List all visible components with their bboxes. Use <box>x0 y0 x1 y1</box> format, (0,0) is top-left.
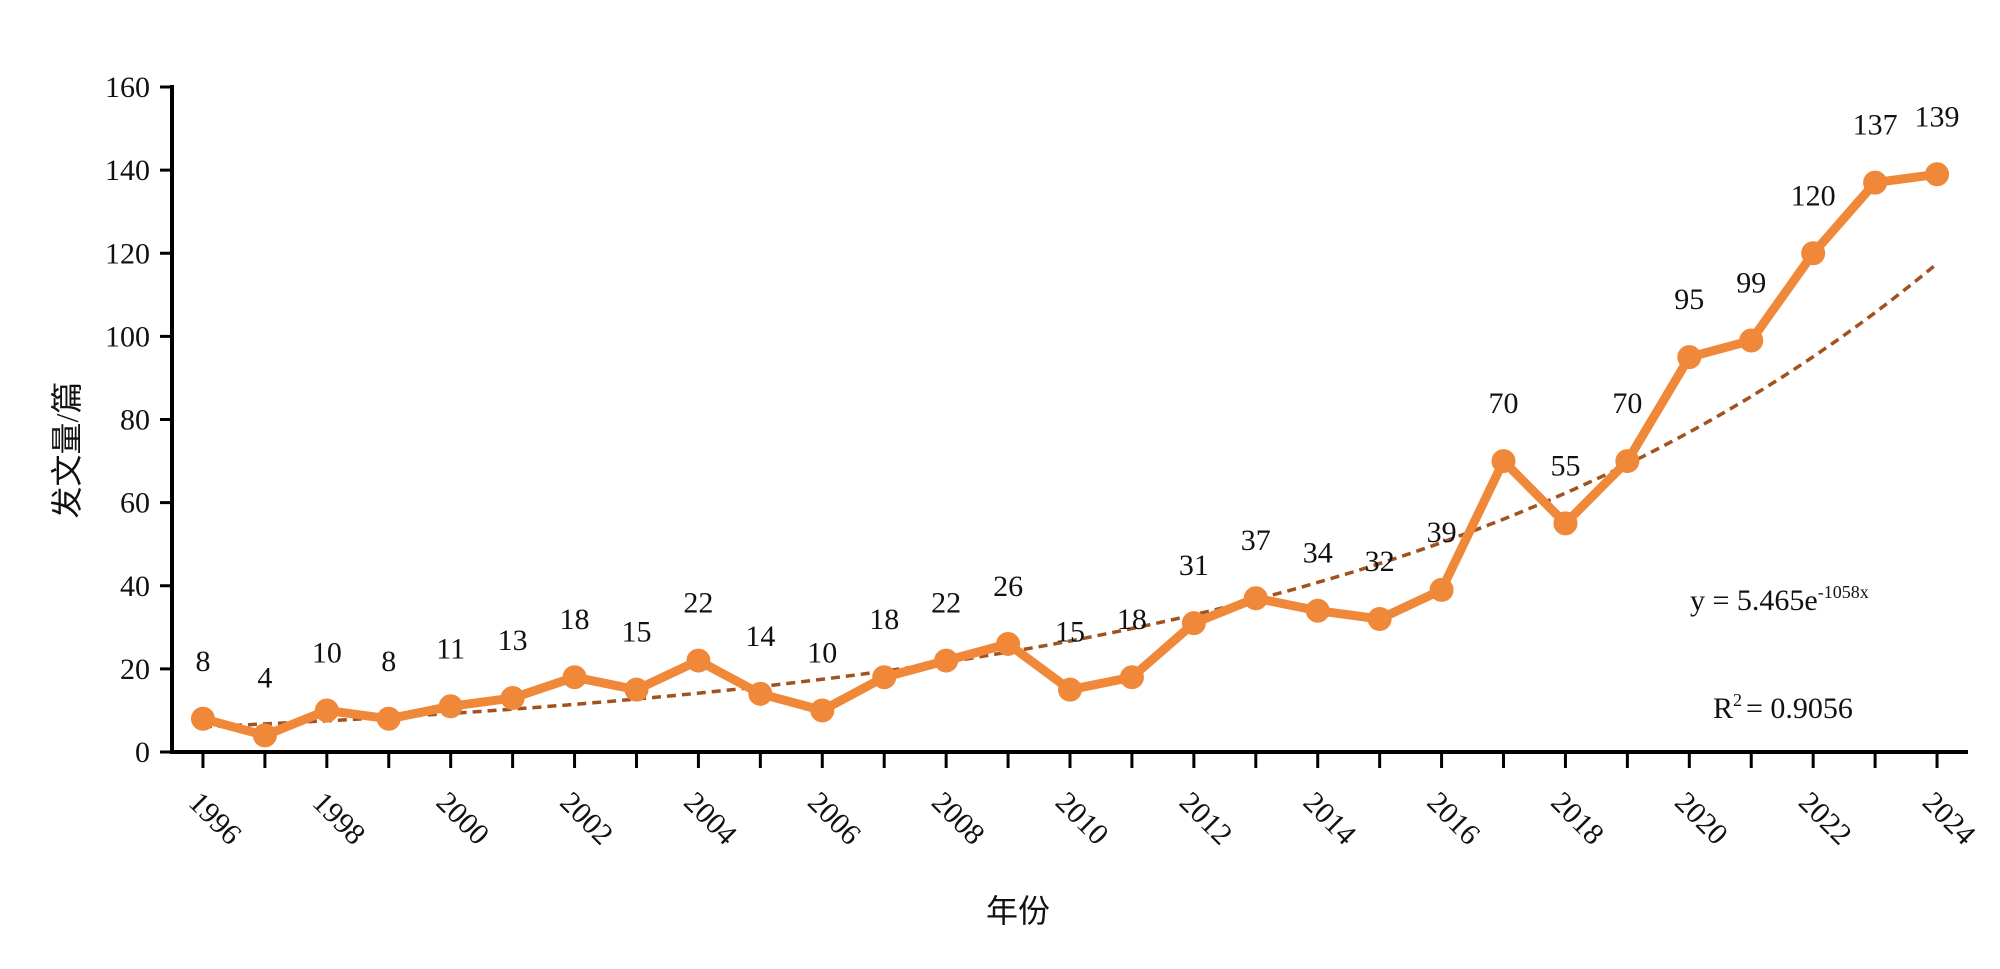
data-label: 22 <box>683 587 713 620</box>
data-point <box>252 723 277 748</box>
data-point <box>190 706 215 731</box>
data-point <box>562 665 587 690</box>
x-axis-title: 年份 <box>986 893 1050 929</box>
data-label: 14 <box>745 620 775 653</box>
data-point <box>1367 607 1392 631</box>
data-label: 31 <box>1179 549 1209 582</box>
data-point <box>1058 677 1082 702</box>
data-label: 32 <box>1365 545 1395 578</box>
r-squared-sup: 2 <box>1733 690 1742 710</box>
x-tick-label: 2004 <box>677 786 743 852</box>
x-tick-label: 2014 <box>1297 786 1363 852</box>
data-label: 26 <box>993 570 1023 603</box>
data-point <box>934 648 959 673</box>
data-label: 8 <box>381 645 396 678</box>
data-point <box>748 681 773 706</box>
data-label: 22 <box>931 587 961 620</box>
data-label: 37 <box>1241 524 1271 557</box>
x-tick-label: 2016 <box>1421 786 1487 852</box>
y-axis-title: 发文量/篇 <box>49 382 85 519</box>
data-point <box>1615 449 1640 474</box>
data-point <box>1801 241 1826 266</box>
data-point <box>1553 511 1578 536</box>
r-squared-prefix: R <box>1713 692 1733 725</box>
x-tick-label: 2008 <box>925 786 991 852</box>
data-point <box>1181 611 1206 636</box>
y-tick-label: 140 <box>105 154 150 187</box>
r-squared-value: = 0.9056 <box>1746 692 1853 725</box>
x-tick-label: 1996 <box>182 786 248 852</box>
data-label: 18 <box>869 603 899 636</box>
trendline-layer <box>202 262 1939 729</box>
data-point <box>376 706 401 731</box>
y-tick-label: 20 <box>120 653 150 686</box>
data-label: 18 <box>560 603 590 636</box>
x-tick-label: 2006 <box>801 786 867 852</box>
trendline-equation-main: y = 5.465e <box>1690 584 1818 617</box>
data-label: 11 <box>436 632 465 665</box>
data-label: 13 <box>498 624 528 657</box>
x-tick-label: 2010 <box>1049 786 1115 852</box>
y-tick-label: 120 <box>105 237 150 270</box>
data-label: 55 <box>1550 449 1580 482</box>
x-tick-label: 2000 <box>430 786 496 852</box>
data-label: 95 <box>1674 283 1704 316</box>
x-tick-label: 2002 <box>554 786 620 852</box>
y-tick-label: 40 <box>120 570 150 603</box>
data-label: 15 <box>621 616 651 649</box>
data-label: 139 <box>1915 100 1960 133</box>
y-tick-label: 160 <box>105 71 150 104</box>
data-point <box>996 631 1021 656</box>
data-point <box>1925 162 1950 187</box>
data-point <box>1863 170 1888 195</box>
data-label: 120 <box>1791 179 1836 212</box>
data-label: 99 <box>1736 267 1766 300</box>
x-tick-label: 2022 <box>1792 786 1858 852</box>
y-tick-label: 0 <box>135 736 150 769</box>
x-tick-label: 2020 <box>1668 786 1734 852</box>
data-point <box>314 698 339 723</box>
data-label: 39 <box>1427 516 1457 549</box>
data-label: 137 <box>1853 109 1898 142</box>
trendline-equation: y = 5.465e-1058x <box>1690 582 1869 617</box>
trendline-equation-exponent: -1058x <box>1818 582 1869 602</box>
data-label: 15 <box>1055 616 1085 649</box>
data-point <box>872 665 897 690</box>
data-label: 4 <box>257 661 272 694</box>
data-label: 10 <box>312 636 342 669</box>
x-tick-label: 1998 <box>306 786 372 852</box>
data-label: 18 <box>1117 603 1147 636</box>
y-tick-label: 60 <box>120 487 150 520</box>
data-label: 8 <box>195 645 210 678</box>
y-tick-label: 80 <box>120 404 150 437</box>
data-point <box>1491 449 1516 474</box>
data-labels: 8 4 10 8 11 13 18 15 22 14 10 18 22 26 15 18 31 37 34 32 39 7… <box>195 100 1959 694</box>
data-point <box>438 694 463 719</box>
data-point <box>1119 665 1144 690</box>
data-point <box>686 648 711 673</box>
data-point <box>1429 577 1454 602</box>
data-point <box>1739 328 1764 353</box>
series-layer <box>190 162 1950 748</box>
x-tick-label: 2018 <box>1544 786 1610 852</box>
axes: 0 20 40 60 80 100 120 140 160 1996 1998 2000 2002 200… <box>105 71 1982 851</box>
data-label: 10 <box>807 636 837 669</box>
data-point <box>1677 345 1702 370</box>
x-tick-label: 2012 <box>1173 786 1239 852</box>
data-point <box>500 685 525 710</box>
data-label: 34 <box>1303 537 1333 570</box>
data-point <box>1243 586 1268 611</box>
data-label: 70 <box>1489 387 1519 420</box>
trendline <box>202 262 1939 729</box>
x-tick-label: 2024 <box>1916 786 1982 852</box>
data-point <box>1305 598 1330 623</box>
data-label: 70 <box>1612 387 1642 420</box>
data-point <box>624 677 649 702</box>
r-squared-label: R2 = 0.9056 <box>1713 690 1853 725</box>
y-tick-label: 100 <box>105 320 150 353</box>
data-point <box>810 698 835 723</box>
